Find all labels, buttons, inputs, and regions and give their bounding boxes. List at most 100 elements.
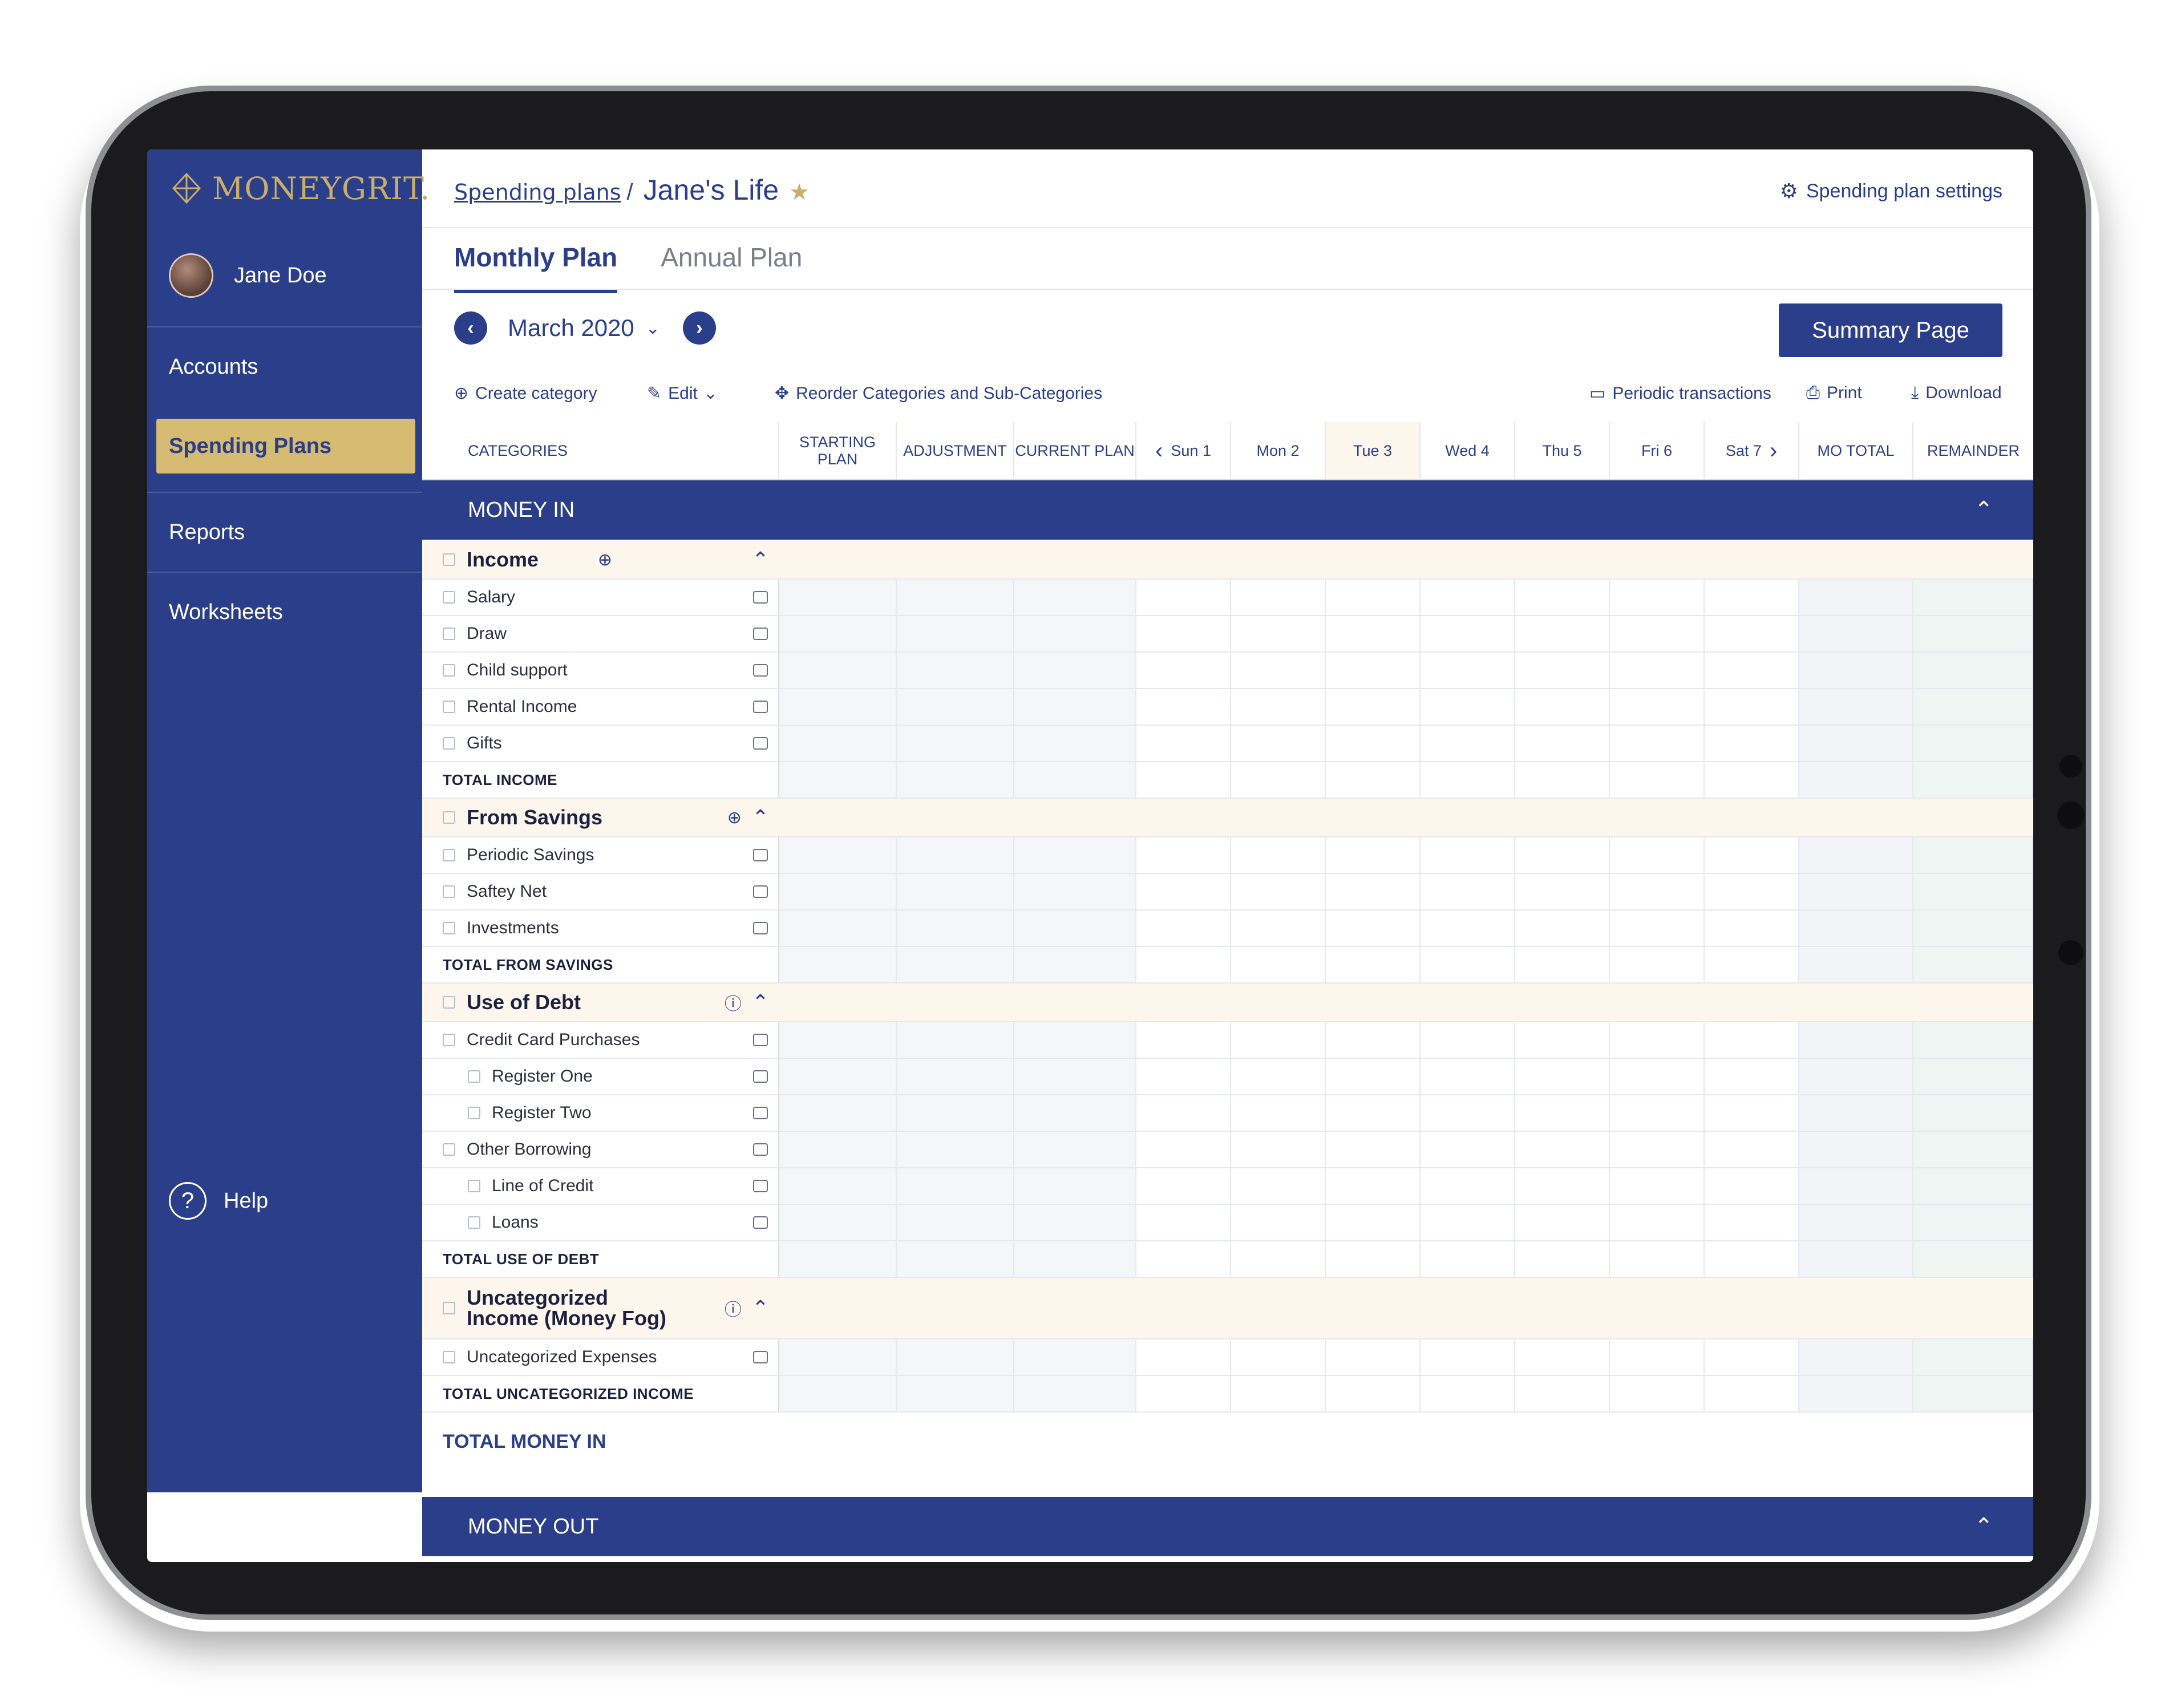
value-cell[interactable] bbox=[897, 653, 1014, 688]
value-cell[interactable] bbox=[779, 1241, 897, 1277]
value-cell[interactable] bbox=[1913, 1339, 2033, 1375]
value-cell[interactable] bbox=[897, 1132, 1014, 1167]
category-group-row[interactable]: Uncategorized Income (Money Fog) ⓘ ⌃ bbox=[422, 1278, 2033, 1339]
value-cell[interactable] bbox=[1136, 1022, 1231, 1058]
table-row[interactable]: Loans bbox=[422, 1205, 2033, 1241]
value-cell[interactable] bbox=[1014, 1168, 1136, 1204]
value-cell[interactable] bbox=[1705, 910, 1799, 946]
comment-icon[interactable] bbox=[753, 1034, 768, 1046]
value-cell[interactable] bbox=[1014, 1022, 1136, 1058]
chevron-up-icon[interactable]: ⌃ bbox=[1974, 497, 1993, 523]
value-cell[interactable] bbox=[1136, 762, 1231, 798]
value-cell[interactable] bbox=[1799, 1205, 1913, 1240]
comment-icon[interactable] bbox=[753, 1070, 768, 1083]
month-label[interactable]: March 2020 bbox=[508, 314, 634, 341]
value-cell[interactable] bbox=[1421, 910, 1515, 946]
edit-button[interactable]: ✎ Edit ⌄ bbox=[647, 383, 718, 403]
value-cell[interactable] bbox=[1515, 726, 1610, 761]
value-cell[interactable] bbox=[779, 1339, 897, 1375]
value-cell[interactable] bbox=[1136, 726, 1231, 761]
value-cell[interactable] bbox=[1326, 910, 1421, 946]
value-cell[interactable] bbox=[897, 580, 1014, 615]
chevron-up-icon[interactable]: ⌃ bbox=[751, 806, 769, 829]
value-cell[interactable] bbox=[1515, 1059, 1610, 1094]
value-cell[interactable] bbox=[1799, 1241, 1913, 1277]
value-cell[interactable] bbox=[1421, 1022, 1515, 1058]
value-cell[interactable] bbox=[779, 1059, 897, 1094]
table-row[interactable]: Uncategorized Expenses bbox=[422, 1339, 2033, 1376]
table-row[interactable]: Salary bbox=[422, 580, 2033, 616]
value-cell[interactable] bbox=[897, 947, 1014, 982]
reorder-categories-button[interactable]: ✥ Reorder Categories and Sub-Categories bbox=[775, 383, 1102, 403]
row-checkbox[interactable] bbox=[443, 996, 455, 1009]
value-cell[interactable] bbox=[897, 762, 1014, 798]
value-cell[interactable] bbox=[1231, 1241, 1326, 1277]
value-cell[interactable] bbox=[1913, 762, 2033, 798]
value-cell[interactable] bbox=[1705, 762, 1799, 798]
periodic-transactions-button[interactable]: ▭ Periodic transactions bbox=[1589, 383, 1771, 403]
value-cell[interactable] bbox=[1913, 947, 2033, 982]
value-cell[interactable] bbox=[897, 1339, 1014, 1375]
value-cell[interactable] bbox=[1799, 1022, 1913, 1058]
value-cell[interactable] bbox=[1014, 726, 1136, 761]
value-cell[interactable] bbox=[1705, 874, 1799, 909]
row-checkbox[interactable] bbox=[443, 737, 455, 750]
value-cell[interactable] bbox=[1421, 1376, 1515, 1411]
value-cell[interactable] bbox=[1421, 874, 1515, 909]
value-cell[interactable] bbox=[1705, 1241, 1799, 1277]
value-cell[interactable] bbox=[1705, 726, 1799, 761]
comment-icon[interactable] bbox=[753, 1180, 768, 1192]
value-cell[interactable] bbox=[1136, 1095, 1231, 1131]
value-cell[interactable] bbox=[779, 910, 897, 946]
value-cell[interactable] bbox=[1515, 1241, 1610, 1277]
value-cell[interactable] bbox=[1913, 1205, 2033, 1240]
value-cell[interactable] bbox=[1231, 653, 1326, 688]
value-cell[interactable] bbox=[1705, 947, 1799, 982]
table-row[interactable]: Saftey Net bbox=[422, 874, 2033, 910]
value-cell[interactable] bbox=[1136, 1059, 1231, 1094]
value-cell[interactable] bbox=[1231, 689, 1326, 725]
value-cell[interactable] bbox=[1231, 1339, 1326, 1375]
table-row[interactable]: Line of Credit bbox=[422, 1168, 2033, 1205]
value-cell[interactable] bbox=[1515, 1022, 1610, 1058]
value-cell[interactable] bbox=[1705, 689, 1799, 725]
value-cell[interactable] bbox=[1326, 947, 1421, 982]
value-cell[interactable] bbox=[1326, 837, 1421, 873]
help-link[interactable]: ? Help bbox=[169, 1182, 268, 1220]
value-cell[interactable] bbox=[1799, 1095, 1913, 1131]
value-cell[interactable] bbox=[1326, 1241, 1421, 1277]
value-cell[interactable] bbox=[897, 837, 1014, 873]
column-header-day[interactable]: ‹ Sun 1 bbox=[1136, 422, 1231, 479]
value-cell[interactable] bbox=[1136, 947, 1231, 982]
value-cell[interactable] bbox=[779, 837, 897, 873]
value-cell[interactable] bbox=[1326, 1376, 1421, 1411]
comment-icon[interactable] bbox=[753, 591, 768, 604]
value-cell[interactable] bbox=[897, 910, 1014, 946]
value-cell[interactable] bbox=[1326, 1205, 1421, 1240]
category-group-row[interactable]: Income ⊕ ⌃ bbox=[422, 541, 2033, 580]
value-cell[interactable] bbox=[1515, 616, 1610, 651]
value-cell[interactable] bbox=[1421, 762, 1515, 798]
comment-icon[interactable] bbox=[753, 664, 768, 677]
row-checkbox[interactable] bbox=[443, 1302, 455, 1314]
summary-page-button[interactable]: Summary Page bbox=[1779, 303, 2002, 357]
value-cell[interactable] bbox=[1326, 616, 1421, 651]
value-cell[interactable] bbox=[1515, 837, 1610, 873]
value-cell[interactable] bbox=[1014, 1095, 1136, 1131]
value-cell[interactable] bbox=[1799, 874, 1913, 909]
breadcrumb-link[interactable]: Spending plans bbox=[454, 180, 621, 205]
comment-icon[interactable] bbox=[753, 737, 768, 750]
value-cell[interactable] bbox=[1231, 1095, 1326, 1131]
value-cell[interactable] bbox=[1136, 910, 1231, 946]
row-checkbox[interactable] bbox=[443, 849, 455, 861]
value-cell[interactable] bbox=[1610, 726, 1705, 761]
value-cell[interactable] bbox=[1799, 1339, 1913, 1375]
value-cell[interactable] bbox=[897, 1168, 1014, 1204]
total-row[interactable]: TOTAL USE OF DEBT bbox=[422, 1241, 2033, 1278]
value-cell[interactable] bbox=[1231, 1168, 1326, 1204]
value-cell[interactable] bbox=[897, 616, 1014, 651]
value-cell[interactable] bbox=[1014, 580, 1136, 615]
info-icon[interactable]: ⓘ bbox=[724, 995, 742, 1014]
value-cell[interactable] bbox=[1515, 947, 1610, 982]
add-subcategory-icon[interactable]: ⊕ bbox=[727, 808, 742, 827]
